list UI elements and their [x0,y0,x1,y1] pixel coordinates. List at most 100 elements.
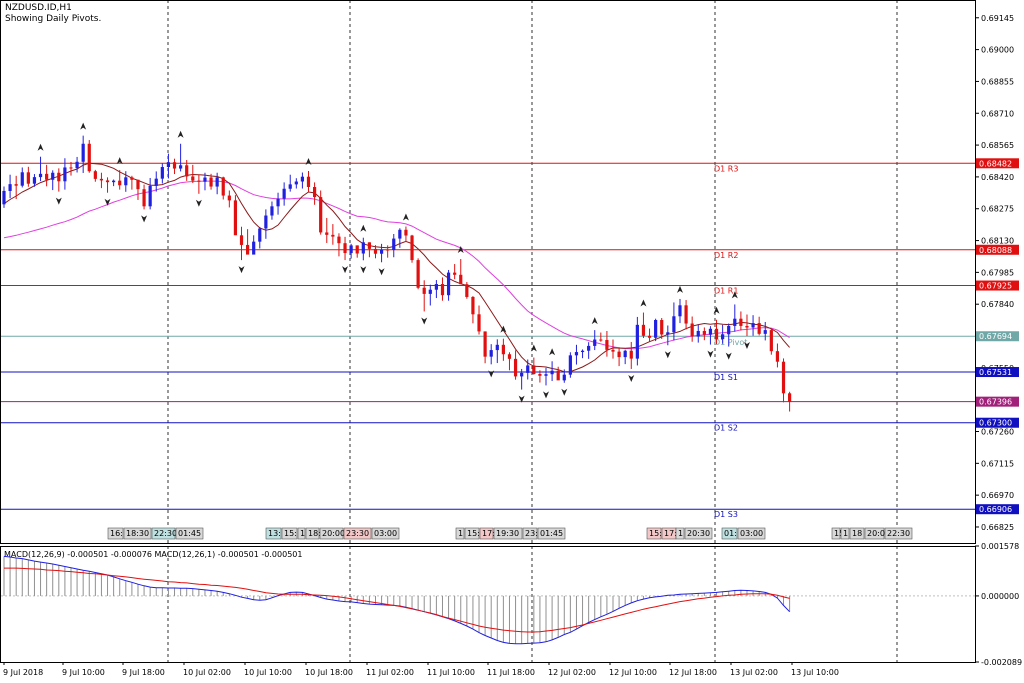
fractal-down-arrow [342,266,349,274]
candle-body [587,345,591,351]
time-box [305,527,320,540]
time-box [455,527,465,540]
candle-body [520,372,524,377]
time-box [281,527,298,540]
time-box-label: 15: [649,529,662,538]
candle-body [264,215,268,229]
time-box [175,527,204,540]
fractal-up-arrow [177,130,184,138]
candle-body [507,354,512,359]
candle-body [252,241,256,255]
macd-main-line [3,555,790,645]
candle-body [69,167,73,169]
fractal-down-arrow [488,370,495,378]
candle-body [87,143,91,172]
candle-body [312,186,317,198]
price-tick-label: 0.67115 [981,459,1014,468]
time-box [537,527,566,540]
candle-body [325,232,329,235]
time-box-label: 1 [843,529,848,538]
time-axis-label: 11 Jul 10:00 [427,668,475,677]
time-box [840,527,850,540]
candle-body [306,176,311,187]
time-axis-label: 10 Jul 18:00 [305,668,353,677]
pivot-price-badge [976,367,1019,378]
candle-body [81,143,85,162]
fractal-down-arrow [195,199,202,207]
chart-subtitle: Showing Daily Pivots. [5,14,102,24]
candle-body [428,289,432,294]
time-axis-label: 10 Jul 02:00 [183,668,231,677]
time-box-label: 18 [852,529,862,538]
pivot-price-badge-text: 0.66906 [979,505,1012,514]
chart-symbol-title: NZDUSD.ID,H1 [5,3,72,13]
fractal-down-arrow [664,351,671,359]
candle-body [751,323,755,328]
pivot-price-badge [976,244,1019,255]
fractal-down-arrow [104,198,111,206]
candle-body [386,249,390,251]
pivot-label: D1 S3 [714,510,738,519]
time-box [522,527,538,540]
price-tick-label: 0.68565 [981,141,1014,150]
candle-body [179,165,183,169]
candle-body [574,352,579,356]
price-tick-label: 0.66825 [981,523,1014,532]
candle-body [495,344,499,351]
candle-body [526,365,530,373]
time-box-label: 01:45 [540,529,563,538]
candle-body [404,229,408,236]
candle-body [282,188,286,199]
candle-body [51,172,55,180]
candle-body [45,173,49,180]
candle-body [355,245,359,254]
fractal-down-arrow [561,388,568,396]
time-box [831,527,841,540]
pivot-label: D1 R3 [714,164,738,173]
price-tick-label: 0.67985 [981,268,1014,277]
time-box-label: 15: [284,529,297,538]
time-box-label: 15: [467,529,480,538]
pivot-price-badge [976,417,1019,428]
candle-body [99,178,104,181]
time-axis-label: 9 Jul 2018 [3,668,43,677]
candle-body [769,330,773,352]
time-axis-label: 9 Jul 18:00 [122,668,165,677]
candle-body [276,198,280,207]
fractal-down-arrow [743,342,750,350]
candle-body [629,350,633,359]
candle-body [343,243,347,254]
pivot-price-badge-text: 0.68482 [979,159,1012,168]
macd-title: MACD(12,26,9) -0.000501 -0.000076 MACD(1… [4,550,302,559]
candle-body [38,173,43,178]
pivot-label: D1 Pivot [714,338,747,347]
candle-body [684,305,688,324]
candle-body [544,374,548,376]
time-axis-label: 12 Jul 18:00 [669,668,717,677]
candle-body [538,373,542,376]
price-tick-label: 0.66970 [981,491,1014,500]
candle-body [672,316,676,333]
candle-body [721,334,725,340]
candle-body [294,181,298,185]
fractal-up-arrow [549,348,556,356]
fractal-up-arrow [591,317,598,325]
macd-panel-frame [0,546,976,663]
fractal-up-arrow [116,157,123,165]
time-box [493,527,523,540]
fractal-down-arrow [141,215,148,223]
time-box [107,527,124,540]
pivot-price-badge-text: 0.68088 [979,246,1012,255]
candle-body [197,180,201,182]
candle-body [32,177,37,184]
pivot-price-badge [976,280,1019,291]
pivot-price-badge-text: 0.67531 [979,368,1012,377]
candle-body [568,355,572,375]
macd-tick-label: 0.000000 [981,592,1019,601]
candle-body [14,184,18,186]
fractal-up-arrow [360,224,367,232]
candle-body [781,361,786,394]
price-panel-frame [0,0,976,544]
time-axis-label: 10 Jul 10:00 [244,668,292,677]
